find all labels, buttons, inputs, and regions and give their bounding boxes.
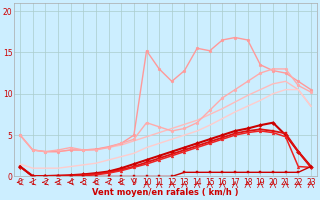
X-axis label: Vent moyen/en rafales ( km/h ): Vent moyen/en rafales ( km/h ) <box>92 188 239 197</box>
